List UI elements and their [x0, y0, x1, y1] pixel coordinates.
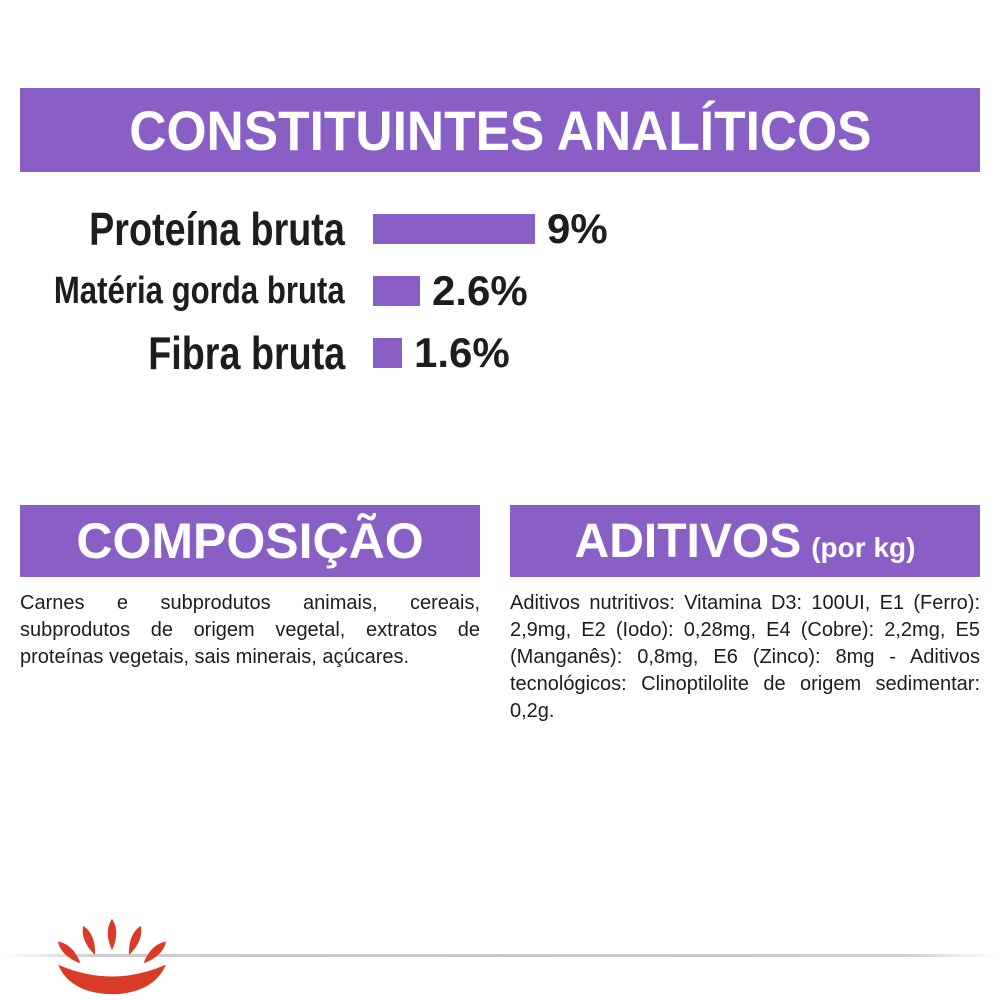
fibre-bar [373, 338, 402, 368]
additives-body: Aditivos nutritivos: Vitamina D3: 100UI,… [510, 592, 980, 722]
fat-value: 2.6% [432, 267, 528, 314]
composition-title: COMPOSIÇÃO [76, 513, 424, 569]
fat-label: Matéria gorda bruta [54, 269, 345, 312]
protein-label: Proteína bruta [89, 203, 345, 255]
additives-banner: ADITIVOS (por kg) [510, 505, 980, 577]
protein-bar [373, 214, 535, 244]
chart-row-label-cell: Proteína bruta [20, 202, 345, 256]
chart-row-fat: Matéria gorda bruta 2.6% [20, 260, 720, 322]
royal-canin-crown-logo-icon [52, 912, 172, 1000]
fold-shadow-line [0, 954, 1000, 957]
fibre-label: Fibra bruta [147, 327, 345, 379]
fibre-value: 1.6% [414, 329, 510, 376]
analytical-constituents-banner: CONSTITUINTES ANALÍTICOS [20, 88, 980, 172]
chart-row-protein: Proteína bruta 9% [20, 198, 720, 260]
chart-row-label-cell: Fibra bruta [20, 326, 345, 380]
composition-body: Carnes e subprodutos animais, cereais, s… [20, 592, 480, 668]
additives-title: ADITIVOS [574, 514, 802, 568]
analytical-chart: Proteína bruta 9% Matéria gorda bruta 2.… [20, 198, 720, 384]
chart-row-fibre: Fibra bruta 1.6% [20, 322, 720, 384]
composition-banner: COMPOSIÇÃO [20, 505, 480, 577]
analytical-constituents-title: CONSTITUINTES ANALÍTICOS [128, 98, 872, 162]
fat-bar [373, 276, 420, 306]
additives-unit-label: (por kg) [811, 532, 916, 563]
chart-row-label-cell: Matéria gorda bruta [20, 270, 345, 313]
protein-value: 9% [547, 205, 608, 252]
